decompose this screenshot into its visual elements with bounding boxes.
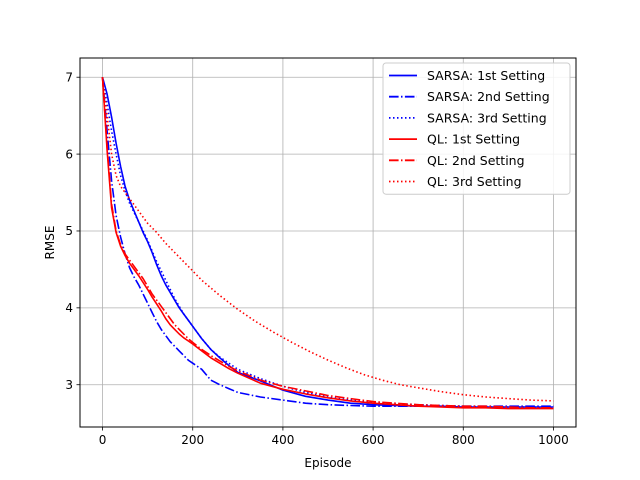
legend-box [382,62,571,195]
y-tick-label: 6 [65,147,73,161]
legend: SARSA: 1st Setting SARSA: 2nd Setting SARS… [382,62,571,195]
x-tick-label: 0 [99,433,107,447]
series-line-5 [101,77,554,409]
x-tick-label: 600 [362,433,385,447]
legend-label: SARSA: 2nd Setting [427,89,550,104]
y-tick-label: 4 [65,301,73,315]
legend-label: SARSA: 3rd Setting [427,110,547,125]
legend-label: QL: 1st Setting [427,132,520,147]
x-axis-title: Episode [304,456,351,470]
legend-label: SARSA: 1st Setting [427,68,545,83]
y-tick-label: 7 [65,70,73,84]
legend-label: QL: 3rd Setting [427,174,522,189]
y-axis: 3 4 5 6 7 [65,70,80,392]
x-tick-label: 1000 [538,433,569,447]
series-layer [101,76,554,410]
x-tick-label: 800 [452,433,475,447]
legend-label: QL: 2nd Setting [427,153,525,168]
y-tick-label: 3 [65,378,73,392]
x-tick-label: 400 [271,433,294,447]
y-axis-title: RMSE [43,226,57,260]
series-line-6 [101,77,554,402]
y-tick-label: 5 [65,224,73,238]
x-tick-label: 200 [181,433,204,447]
x-axis: 0 200 400 600 800 1000 [99,427,569,447]
plot-frame [79,57,577,428]
series-line-4 [101,77,554,410]
